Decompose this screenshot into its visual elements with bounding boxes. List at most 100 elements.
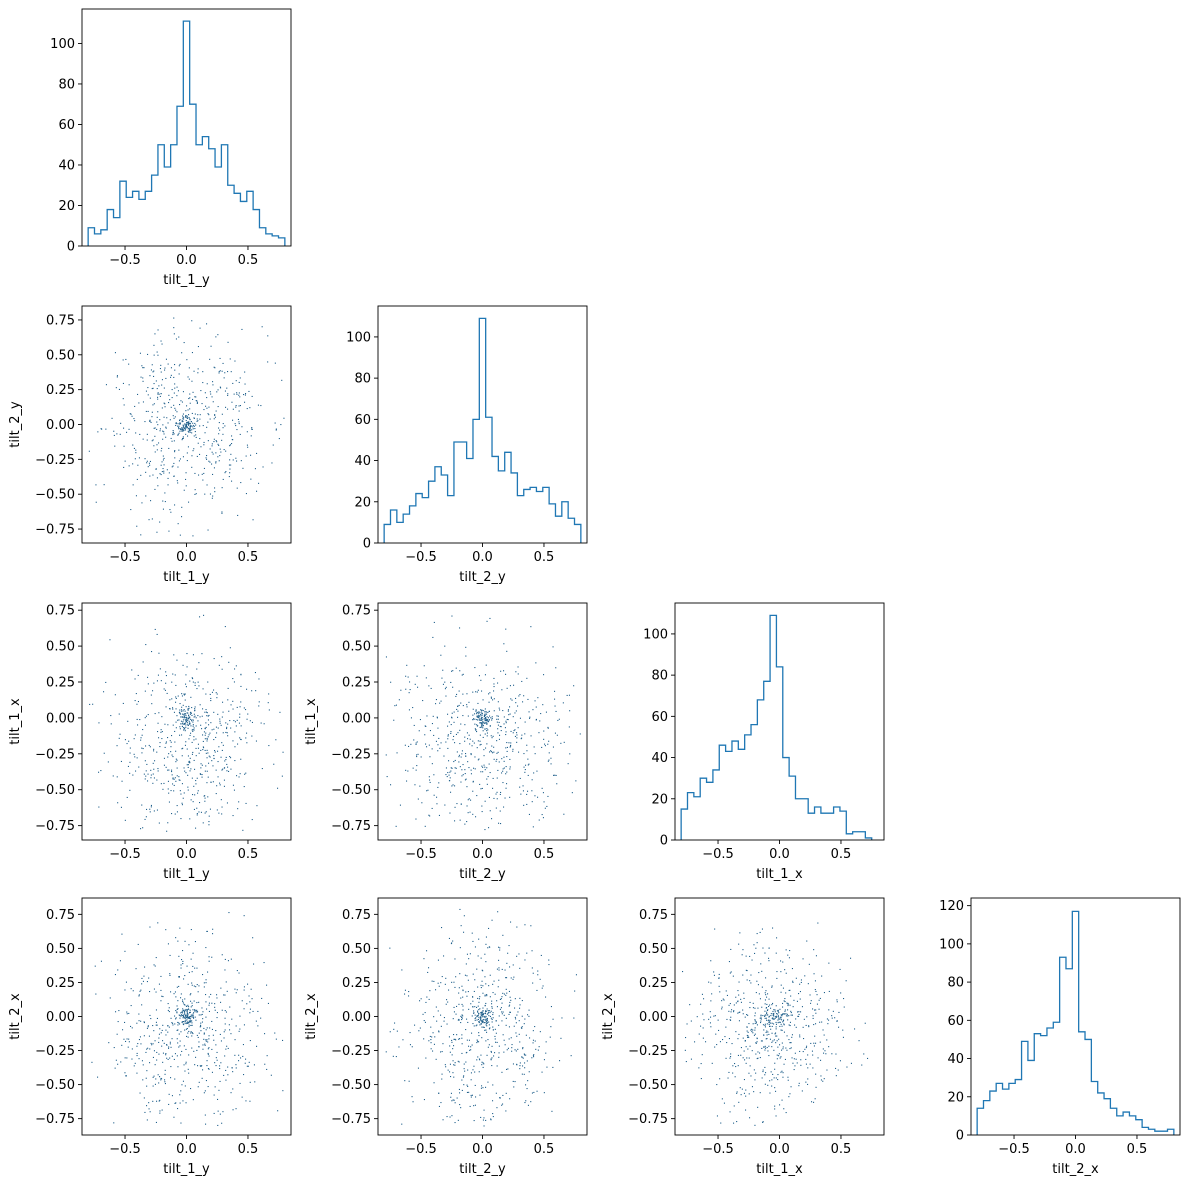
scatter-point xyxy=(225,450,227,452)
scatter-point xyxy=(140,1043,142,1045)
scatter-point xyxy=(478,998,480,1000)
scatter-point xyxy=(446,1116,448,1118)
scatter-point xyxy=(165,1034,167,1036)
scatter-point xyxy=(188,1022,190,1024)
scatter-point xyxy=(152,773,154,775)
scatter-point xyxy=(172,431,174,433)
scatter-point xyxy=(796,1062,798,1064)
scatter-point xyxy=(202,746,204,748)
scatter-point xyxy=(166,469,168,471)
scatter-point xyxy=(137,724,139,726)
scatter-point xyxy=(173,327,175,329)
scatter-point xyxy=(221,439,223,441)
scatter-point xyxy=(200,1022,202,1024)
scatter-point xyxy=(155,468,157,470)
scatter-point xyxy=(507,719,509,721)
scatter-point xyxy=(239,713,241,715)
scatter-point xyxy=(478,717,480,719)
scatter-point xyxy=(225,756,227,758)
scatter-point xyxy=(119,733,121,735)
scatter-point xyxy=(524,1054,526,1056)
scatter-point xyxy=(229,756,231,758)
scatter-point xyxy=(232,439,234,441)
scatter-point xyxy=(463,1075,465,1077)
scatter-point xyxy=(237,418,239,420)
scatter-point xyxy=(247,446,249,448)
scatter-point xyxy=(181,725,183,727)
scatter-point xyxy=(487,721,489,723)
y-tick-label: 0.00 xyxy=(46,418,75,433)
scatter-point xyxy=(756,980,758,982)
scatter-point xyxy=(207,715,209,717)
scatter-point xyxy=(515,710,517,712)
scatter-point xyxy=(735,1066,737,1068)
scatter-point xyxy=(167,737,169,739)
scatter-point xyxy=(164,501,166,503)
scatter-point xyxy=(467,738,469,740)
scatter-point xyxy=(124,460,126,462)
scatter-point xyxy=(144,717,146,719)
scatter-point xyxy=(483,1022,485,1024)
scatter-point xyxy=(206,383,208,385)
scatter-point xyxy=(532,1042,534,1044)
scatter-point xyxy=(152,1100,154,1102)
scatter-point xyxy=(487,1039,489,1041)
scatter-point xyxy=(170,746,172,748)
scatter-point xyxy=(506,992,508,994)
scatter-point xyxy=(416,756,418,758)
scatter-point xyxy=(528,813,530,815)
scatter-point xyxy=(176,386,178,388)
scatter-point xyxy=(484,713,486,715)
scatter-point xyxy=(182,950,184,952)
scatter-point xyxy=(208,1068,210,1070)
scatter-point xyxy=(202,382,204,384)
scatter-point xyxy=(837,1069,839,1071)
scatter-point xyxy=(171,397,173,399)
scatter-point xyxy=(481,719,483,721)
scatter-point xyxy=(771,1079,773,1081)
scatter-point xyxy=(187,712,189,714)
scatter-point xyxy=(813,973,815,975)
scatter-point xyxy=(208,714,210,716)
scatter-point xyxy=(477,740,479,742)
scatter-point xyxy=(215,1057,217,1059)
scatter-point xyxy=(442,1043,444,1045)
scatter-point xyxy=(212,453,214,455)
scatter-point xyxy=(216,809,218,811)
scatter-point xyxy=(484,1013,486,1015)
scatter-point xyxy=(173,417,175,419)
scatter-point xyxy=(407,676,409,678)
scatter-point xyxy=(507,952,509,954)
scatter-point xyxy=(792,1006,794,1008)
scatter-point xyxy=(776,1040,778,1042)
scatter-point xyxy=(173,333,175,335)
scatter-point xyxy=(532,709,534,711)
scatter-point xyxy=(526,1088,528,1090)
scatter-point xyxy=(155,1009,157,1011)
scatter-point xyxy=(488,719,490,721)
scatter-point xyxy=(458,1088,460,1090)
scatter-point xyxy=(774,1017,776,1019)
scatter-point xyxy=(453,1011,455,1013)
scatter-point xyxy=(784,998,786,1000)
scatter-point xyxy=(748,1057,750,1059)
scatter-point xyxy=(204,392,206,394)
scatter-point xyxy=(445,767,447,769)
scatter-point xyxy=(495,760,497,762)
scatter-point xyxy=(819,1041,821,1043)
scatter-point xyxy=(176,811,178,813)
scatter-point xyxy=(203,614,205,616)
scatter-point xyxy=(249,1012,251,1014)
scatter-point xyxy=(264,1063,266,1065)
scatter-point xyxy=(140,534,142,536)
scatter-point xyxy=(132,990,134,992)
scatter-point xyxy=(205,1080,207,1082)
scatter-point xyxy=(454,742,456,744)
y-tick-label: 60 xyxy=(651,710,668,725)
scatter-point xyxy=(234,731,236,733)
scatter-point xyxy=(196,813,198,815)
scatter-point xyxy=(161,384,163,386)
scatter-point xyxy=(183,1045,185,1047)
scatter-point xyxy=(155,957,157,959)
scatter-point xyxy=(188,424,190,426)
